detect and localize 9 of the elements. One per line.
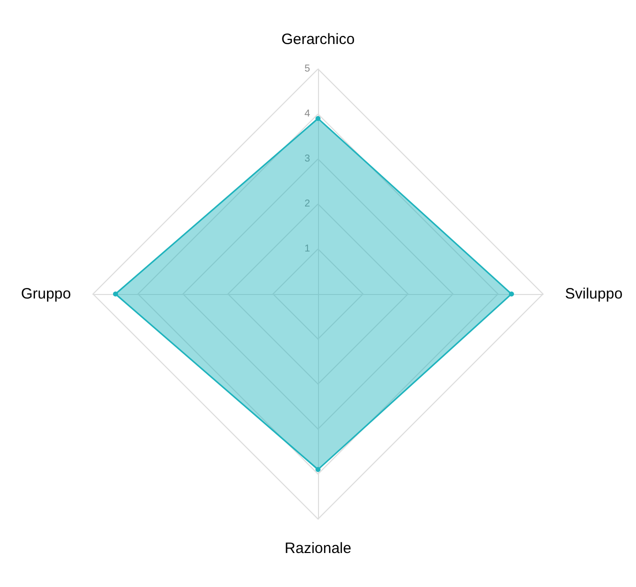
y-tick-label: 1 [304, 244, 310, 254]
y-tick-label: 4 [304, 108, 310, 120]
spoke-label: Gerarchico [281, 31, 355, 48]
spoke-label: Gruppo [20, 286, 71, 302]
y-tick-label: 2 [304, 198, 310, 210]
spoke-label: Razionale [284, 540, 352, 557]
spoke-label: Sviluppo [565, 286, 623, 302]
y-tick-label: 3 [304, 154, 310, 164]
y-tick-label: 5 [304, 64, 310, 74]
